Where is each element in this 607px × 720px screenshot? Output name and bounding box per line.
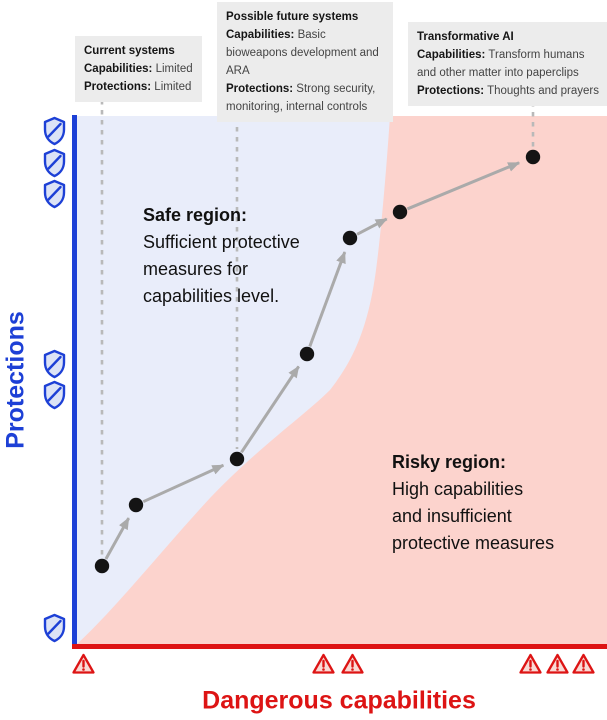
annotation-capabilities: Capabilities: Limited: [84, 60, 193, 78]
data-point: [342, 230, 358, 246]
warning-triangle-icon: [341, 653, 364, 674]
y-axis-line: [72, 115, 77, 649]
risky-region-label: Risky region: High capabilities and insu…: [392, 449, 554, 557]
capabilities-value: Limited: [155, 63, 193, 75]
shield-icon: [43, 116, 66, 146]
safe-region-line: Sufficient protective: [143, 232, 300, 252]
annotation-title: Transformative AI: [417, 31, 514, 43]
capabilities-label: Capabilities:: [84, 63, 153, 75]
shield-icon: [43, 148, 66, 178]
capabilities-value: Basic bioweapons development and ARA: [226, 29, 379, 77]
data-point: [229, 451, 245, 467]
annotation-title: Possible future systems: [226, 11, 359, 23]
data-point: [525, 149, 541, 165]
protections-label: Protections:: [226, 83, 294, 95]
protections-value: Limited: [154, 81, 192, 93]
annotation-box-current-systems: Current systems Capabilities: Limited Pr…: [75, 36, 202, 102]
trajectory-arrow: [308, 251, 347, 348]
warning-triangle-icon: [72, 653, 95, 674]
annotation-protections: Protections: Thoughts and prayers: [417, 82, 601, 100]
annotation-box-possible-future-systems: Possible future systems Capabilities: Ba…: [217, 2, 393, 122]
annotation-capabilities: Capabilities: Transform humans and other…: [417, 46, 601, 82]
data-point: [94, 558, 110, 574]
warning-triangle-icon: [519, 653, 542, 674]
safe-region-title: Safe region:: [143, 205, 248, 225]
protections-value: Strong security, monitoring, internal co…: [226, 83, 376, 113]
trajectory-arrow: [142, 463, 225, 504]
protections-label: Protections:: [84, 81, 152, 93]
data-point: [299, 346, 315, 362]
annotation-capabilities: Capabilities: Basic bioweapons developme…: [226, 26, 384, 80]
risky-region-line: protective measures: [392, 533, 555, 553]
warning-triangle-icon: [572, 653, 595, 674]
risky-region-line: and insufficient: [392, 506, 512, 526]
shield-icon: [43, 179, 66, 209]
x-axis-line: [72, 644, 607, 649]
data-point: [392, 204, 408, 220]
protections-label: Protections:: [417, 85, 485, 97]
annotation-box-transformative-ai: Transformative AI Capabilities: Transfor…: [408, 22, 607, 106]
shield-icon: [43, 349, 66, 379]
warning-triangle-icon: [312, 653, 335, 674]
x-axis-label: Dangerous capabilities: [202, 686, 476, 715]
warning-triangle-icon: [546, 653, 569, 674]
shield-icon: [43, 380, 66, 410]
protections-value: Thoughts and prayers: [487, 85, 599, 97]
risky-region-line: High capabilities: [392, 479, 524, 499]
safe-region-line: capabilities level.: [143, 286, 280, 306]
trajectory-arrow: [356, 217, 388, 236]
data-point: [128, 497, 144, 513]
shield-icon: [43, 613, 66, 643]
risky-region-fill: [77, 116, 607, 644]
risky-region-title: Risky region:: [392, 452, 507, 472]
safe-region-line: measures for: [143, 259, 249, 279]
capabilities-value: Transform humans and other matter into p…: [417, 49, 585, 79]
trajectory-arrow: [240, 365, 300, 454]
trajectory-arrow: [406, 161, 521, 211]
annotation-protections: Protections: Strong security, monitoring…: [226, 80, 384, 116]
annotation-protections: Protections: Limited: [84, 78, 193, 96]
y-axis-label: Protections: [1, 311, 30, 449]
annotation-title: Current systems: [84, 45, 175, 57]
safe-region-label: Safe region: Sufficient protective measu…: [143, 202, 300, 310]
trajectory-arrow: [104, 517, 131, 560]
capabilities-label: Capabilities:: [226, 29, 295, 41]
capabilities-label: Capabilities:: [417, 49, 486, 61]
